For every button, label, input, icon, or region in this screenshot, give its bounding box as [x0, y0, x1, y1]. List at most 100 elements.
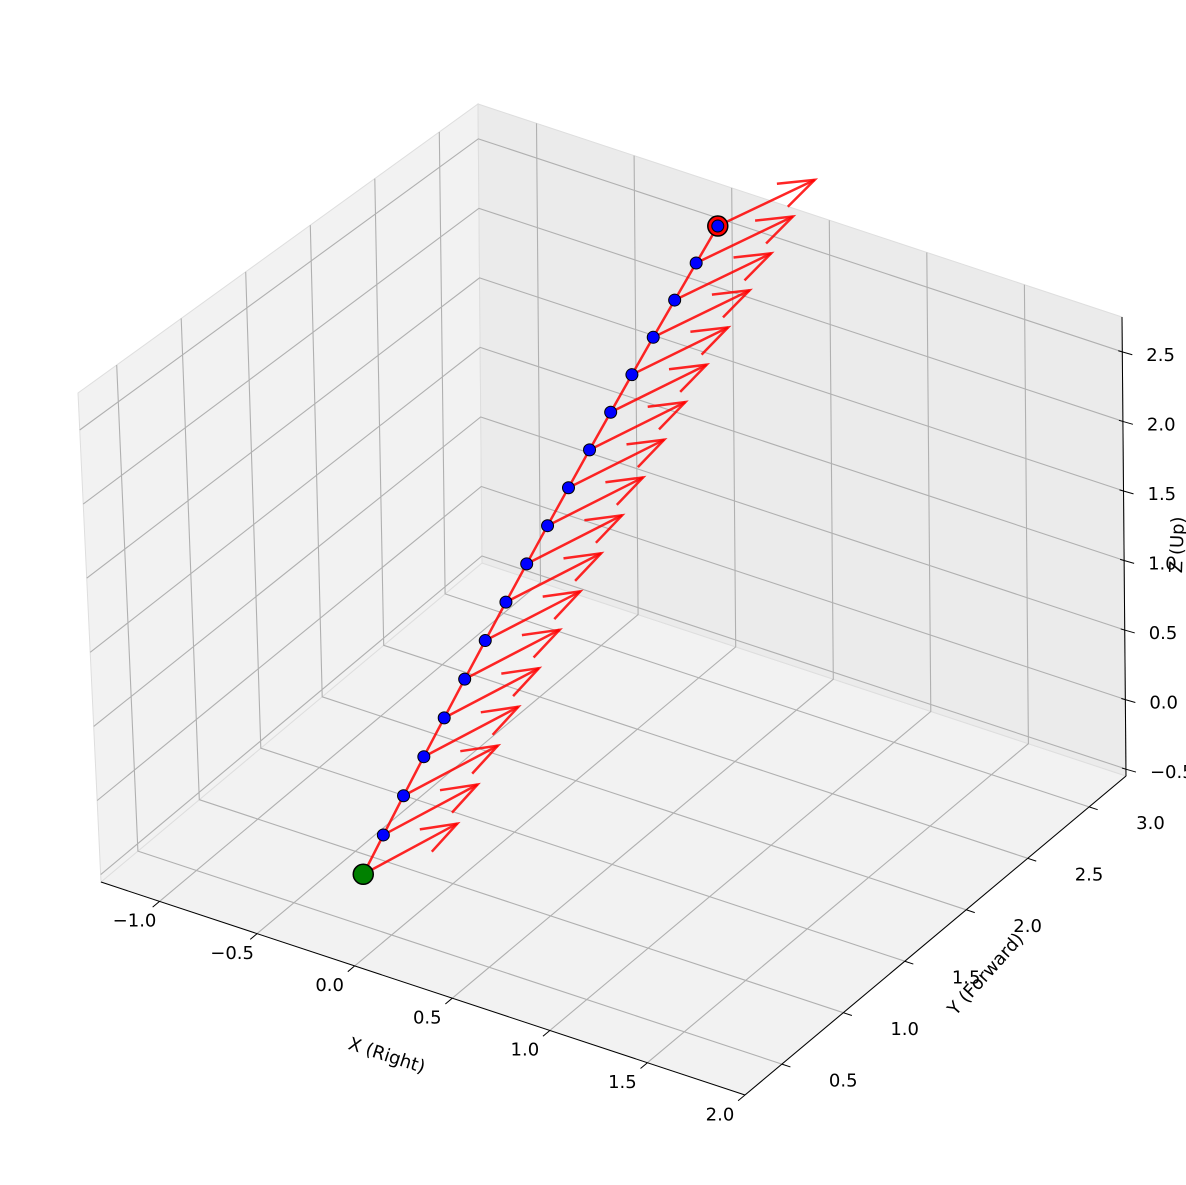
trajectory-point — [561, 481, 575, 495]
direction-arrow-head — [605, 475, 647, 506]
direction-arrow-shaft — [505, 552, 602, 604]
z-tick-label: 0.0 — [1149, 693, 1178, 714]
x-tick-mark — [737, 1094, 746, 1102]
tick-labels: −1.0 −0.5 0.0 0.5 1.0 1.5 2.0 0.5 1.0 1.5 2.0 2.5 3.… — [113, 345, 1186, 1125]
direction-arrow-head — [563, 551, 605, 582]
x-tick-label: −0.5 — [210, 943, 254, 964]
trajectory-line — [362, 225, 719, 875]
grid-line-x — [647, 284, 1029, 1064]
z-tick-label: 1.5 — [1148, 484, 1177, 505]
grid-line-z — [82, 207, 1124, 505]
trajectory-point — [417, 750, 431, 764]
direction-arrow-head — [542, 589, 584, 620]
grid-line-z — [79, 138, 1123, 431]
direction-arrow-shaft — [443, 667, 540, 719]
y-axis-line — [744, 775, 1127, 1096]
trajectory-point — [376, 828, 390, 842]
grid-line-y — [245, 271, 905, 962]
direction-arrow-head — [754, 214, 797, 245]
trajectory-point — [499, 595, 513, 609]
direction-arrow-head — [626, 438, 668, 468]
y-tick-mark — [966, 909, 975, 914]
x-axis-line — [100, 881, 746, 1096]
grid-line-x — [549, 252, 932, 1031]
grid-line-y — [180, 318, 844, 1014]
z-tick-mark — [1119, 558, 1135, 564]
y-tick-label: 2.5 — [1075, 865, 1104, 886]
x-tick-label: −1.0 — [113, 911, 157, 932]
trajectory-point — [458, 672, 472, 686]
direction-arrow-head — [521, 628, 563, 659]
direction-arrow-head — [711, 288, 753, 319]
direction-arrow-shaft — [362, 822, 458, 876]
data-series — [352, 178, 819, 886]
trajectory-point — [625, 368, 639, 382]
x-tick-mark — [445, 997, 453, 1005]
y-tick-label: 0.5 — [829, 1070, 858, 1091]
trajectory-point — [583, 443, 597, 457]
direction-arrow-head — [419, 821, 461, 853]
direction-arrow-head — [584, 513, 626, 544]
trajectory-point — [478, 634, 492, 648]
direction-arrow-shaft — [402, 744, 499, 797]
direction-arrow-head — [439, 782, 481, 814]
direction-arrow-shaft — [652, 289, 751, 339]
direction-arrow-shaft — [695, 215, 794, 265]
grid-line-z — [86, 277, 1124, 579]
y-tick-mark — [1027, 857, 1037, 862]
x-tick-label: 0.5 — [413, 1007, 442, 1028]
x-tick-mark — [640, 1062, 648, 1069]
direction-arrow-shaft — [717, 178, 816, 228]
grid-line-x — [451, 220, 834, 999]
start-marker — [352, 863, 375, 886]
direction-arrow-shaft — [674, 252, 772, 302]
z-tick-label: 2.0 — [1147, 414, 1176, 435]
grid-line-x — [354, 187, 737, 967]
grid-line-z — [93, 416, 1125, 727]
x-tick-label: 1.0 — [511, 1040, 540, 1061]
x-tick-mark — [249, 933, 258, 940]
direction-arrow-shaft — [567, 438, 665, 489]
x-tick-label: 2.0 — [706, 1104, 735, 1125]
direction-arrow-head — [647, 400, 689, 431]
grid-line-z — [100, 555, 1127, 876]
direction-arrow-shaft — [423, 705, 519, 758]
direction-arrow-shaft — [588, 400, 686, 452]
y-tick-label: 3.0 — [1136, 813, 1165, 834]
y-tick-mark — [843, 1012, 853, 1016]
trajectory-point — [520, 557, 534, 571]
direction-arrow-shaft — [484, 590, 581, 642]
y-tick-mark — [1088, 806, 1098, 811]
y-tick-mark — [781, 1063, 791, 1068]
z-tick-mark — [1121, 698, 1136, 703]
y-tick-mark — [904, 960, 914, 965]
direction-arrow-head — [733, 251, 775, 282]
x-tick-label: 0.0 — [315, 975, 344, 996]
x-tick-mark — [347, 965, 356, 973]
grid-line-z — [89, 346, 1125, 653]
y-tick-label: 2.0 — [1013, 916, 1042, 937]
grid-line-z — [96, 485, 1126, 801]
x-tick-label: 1.5 — [608, 1072, 637, 1093]
y-tick-label: 1.0 — [890, 1019, 919, 1040]
z-tick-mark — [1118, 350, 1133, 356]
grid-line-x — [159, 123, 542, 902]
z-axis-label: Z (Up) — [1166, 516, 1186, 573]
direction-arrow-shaft — [631, 326, 729, 376]
trajectory-point — [689, 256, 703, 270]
trajectory-point — [711, 219, 725, 233]
trajectory-point — [646, 330, 660, 344]
x-tick-mark — [542, 1030, 551, 1037]
trajectory-point — [437, 711, 451, 725]
z-tick-label: −0.5 — [1150, 762, 1186, 783]
direction-arrow-head — [480, 705, 522, 736]
z-tick-mark — [1118, 419, 1134, 425]
direction-arrow-head — [776, 178, 819, 208]
z-tick-mark — [1119, 489, 1134, 495]
direction-arrow-shaft — [610, 363, 708, 414]
grid-line-y — [438, 131, 1090, 808]
grid-line-y — [309, 225, 967, 911]
direction-arrow-shaft — [464, 628, 561, 681]
